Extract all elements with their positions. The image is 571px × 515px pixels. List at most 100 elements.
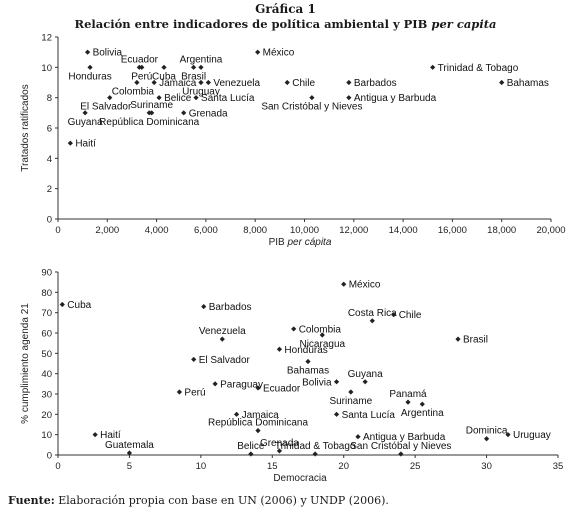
point-label: Guyana bbox=[68, 117, 103, 128]
data-point: México bbox=[341, 280, 381, 291]
data-point: Honduras bbox=[68, 64, 112, 82]
point-marker bbox=[346, 79, 352, 86]
data-point: México bbox=[255, 48, 295, 59]
chart-1: 0 2 4 6 8 10 12 0 2,000 4,000 6,000 8,000 10,000 12,0… bbox=[20, 33, 566, 249]
point-marker bbox=[355, 434, 361, 440]
point-label: República Dominicana bbox=[99, 117, 199, 128]
y-tick-label: 80 bbox=[41, 288, 52, 299]
data-point: Argentina bbox=[401, 401, 444, 419]
x-tick-label: 16,000 bbox=[438, 225, 467, 236]
y-tick-label: 40 bbox=[41, 369, 52, 380]
data-point: Chile bbox=[391, 310, 422, 321]
point-label: Haití bbox=[75, 139, 96, 150]
point-label: San Cristóbal y Nieves bbox=[350, 441, 451, 452]
point-marker bbox=[67, 140, 73, 146]
x-axis-label: Democracia bbox=[273, 473, 327, 484]
point-marker bbox=[291, 326, 297, 332]
point-marker bbox=[146, 110, 152, 116]
point-label: Panamá bbox=[389, 389, 427, 400]
data-point: Uruguay bbox=[182, 79, 220, 98]
point-marker bbox=[139, 64, 145, 70]
x-tick-label: 10 bbox=[196, 461, 207, 472]
point-label: Suriname bbox=[329, 396, 372, 407]
point-marker bbox=[255, 49, 261, 55]
point-label: Colombia bbox=[299, 324, 342, 335]
point-label: Bolivia bbox=[302, 377, 332, 388]
point-label: Argentina bbox=[180, 54, 223, 65]
point-label: Ecuador bbox=[121, 54, 159, 65]
point-label: Santa Lucía bbox=[201, 93, 255, 104]
point-marker bbox=[84, 49, 91, 55]
x-tick-label: 0 bbox=[55, 225, 60, 236]
data-point: Ecuador bbox=[255, 383, 301, 394]
data-point: Venezuela bbox=[205, 78, 261, 89]
x-tick-label: 2,000 bbox=[95, 225, 119, 236]
x-tick-label: 10,000 bbox=[290, 225, 319, 236]
y-tick-label: 2 bbox=[47, 184, 52, 195]
data-point: Colombia bbox=[291, 324, 341, 335]
point-marker bbox=[276, 448, 283, 454]
point-label: Costa Rica bbox=[348, 308, 397, 319]
point-marker bbox=[312, 451, 318, 457]
y-tick-label: 0 bbox=[47, 215, 52, 226]
point-label: Brasil bbox=[181, 71, 206, 82]
point-marker bbox=[455, 336, 461, 342]
data-point: Bahamas bbox=[287, 358, 329, 376]
point-label: Jamaica bbox=[159, 78, 197, 89]
source-text: Elaboración propia con base en bbox=[54, 494, 238, 507]
point-marker bbox=[346, 95, 352, 101]
point-marker bbox=[483, 436, 490, 442]
figure-subtitle: Relación entre indicadores de política a… bbox=[0, 17, 571, 31]
chart-2: 0 10 20 30 40 50 60 70 80 90 0 5 10 15 20 25 30 35 Democra… bbox=[20, 268, 563, 485]
data-point: Nicaragua bbox=[299, 332, 346, 350]
point-label: Nicaragua bbox=[299, 339, 345, 350]
source-text-2: (2006) y bbox=[256, 494, 311, 507]
point-marker bbox=[362, 379, 368, 385]
data-point: Antigua y Barbuda bbox=[346, 93, 437, 104]
data-point: Uruguay bbox=[505, 430, 551, 441]
x-tick-label: 0 bbox=[55, 461, 60, 472]
point-marker bbox=[190, 64, 197, 70]
y-tick-label: 70 bbox=[41, 308, 52, 319]
point-marker bbox=[430, 64, 436, 70]
point-label: Cuba bbox=[152, 71, 176, 82]
y-tick-label: 8 bbox=[47, 93, 52, 104]
x-tick-label: 25 bbox=[410, 461, 421, 472]
point-marker bbox=[248, 451, 254, 457]
data-point: Suriname bbox=[130, 100, 174, 116]
point-marker bbox=[107, 95, 113, 101]
data-point: Cuba bbox=[152, 64, 176, 82]
point-marker bbox=[176, 389, 183, 395]
point-label: Antigua y Barbuda bbox=[363, 432, 446, 443]
point-marker bbox=[398, 451, 404, 457]
x-tick-label: 6,000 bbox=[194, 225, 218, 236]
point-marker bbox=[201, 303, 207, 310]
point-marker bbox=[419, 401, 425, 407]
x-tick-label: 5 bbox=[127, 461, 132, 472]
data-point: Antigua y Barbuda bbox=[355, 432, 446, 443]
data-point: Brasil bbox=[455, 335, 488, 346]
point-label: Bahamas bbox=[507, 78, 549, 89]
point-label: República Dominicana bbox=[208, 418, 308, 429]
data-point: Honduras bbox=[276, 345, 328, 356]
data-point: Guatemala bbox=[105, 440, 154, 456]
point-label: Cuba bbox=[67, 300, 91, 311]
y-axis-label: Tratados ratificados bbox=[20, 84, 31, 171]
data-point: Paraguay bbox=[212, 379, 263, 390]
point-marker bbox=[219, 336, 225, 342]
x-tick-label: 20,000 bbox=[536, 225, 565, 236]
point-label: Barbados bbox=[209, 302, 252, 313]
source-un: UN bbox=[237, 494, 257, 507]
point-marker bbox=[333, 411, 340, 417]
data-point: Haití bbox=[67, 139, 96, 150]
y-tick-label: 10 bbox=[41, 430, 52, 441]
point-label: Perú bbox=[184, 387, 205, 398]
point-label: Venezuela bbox=[213, 78, 260, 89]
y-tick-label: 20 bbox=[41, 410, 52, 421]
point-marker bbox=[233, 411, 240, 417]
data-point: Haití bbox=[92, 430, 121, 441]
x-axis-label-italic: per cápita bbox=[286, 237, 331, 248]
point-label: Trinidad & Tobago bbox=[438, 63, 519, 74]
point-label: Guatemala bbox=[105, 440, 154, 451]
point-label: El Salvador bbox=[199, 355, 251, 366]
